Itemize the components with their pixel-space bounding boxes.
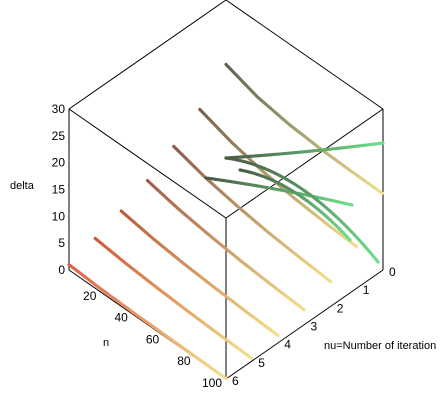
nu-tick-label: 4	[284, 338, 291, 352]
z-tick-label: 10	[52, 209, 66, 223]
curve-group	[67, 62, 385, 381]
z-tick-label: 15	[52, 183, 66, 197]
n-tick-label: 100	[202, 376, 222, 390]
series-curve-nu-4	[119, 209, 280, 338]
n-tick-label: 40	[114, 311, 128, 325]
n-axis-label: n	[103, 337, 109, 349]
nu-tick-label: 1	[363, 283, 370, 297]
series-curve-nu-2	[172, 144, 333, 284]
decorative-green-curve	[224, 141, 385, 160]
box-edge-right-inner	[225, 108, 384, 219]
series-curve-nu-5	[93, 236, 254, 361]
series-curve-nu-0	[224, 62, 385, 196]
box-edge-right-top	[225, 0, 384, 110]
nu-axis-label: nu=Number of iteration	[324, 340, 436, 352]
box-edge-left-top	[68, 0, 227, 110]
n-tick-label: 80	[177, 354, 191, 368]
z-tick-label: 20	[52, 156, 66, 170]
n-tick-label: 60	[146, 332, 160, 346]
tick-group: 0 5 10 15 20 25 30 20 40 60 80 100 0 1 2 3 4 5 6	[52, 102, 396, 390]
z-axis-label: delta	[10, 180, 35, 192]
nu-tick-label: 3	[311, 320, 318, 334]
decorative-green-curve	[224, 156, 380, 264]
n-tick-label: 20	[83, 289, 97, 303]
box-edge-right-bottom	[225, 269, 384, 380]
nu-tick-label: 0	[389, 265, 396, 279]
z-tick-label: 5	[58, 236, 65, 250]
z-tick-label: 0	[58, 263, 65, 277]
series-curve-nu-3	[145, 179, 307, 312]
z-tick-label: 25	[52, 129, 66, 143]
box-edge-left-inner	[68, 108, 227, 219]
nu-tick-label: 6	[232, 374, 239, 388]
series-curve-nu-6	[67, 263, 228, 381]
nu-tick-label: 5	[258, 356, 265, 370]
nu-tick-label: 2	[337, 301, 344, 315]
z-tick-label: 30	[52, 102, 66, 116]
decorative-green-curve	[238, 168, 352, 242]
decorative-green-curve	[204, 176, 354, 207]
series-curve-nu-1	[198, 107, 359, 249]
box-frame	[68, 0, 384, 380]
